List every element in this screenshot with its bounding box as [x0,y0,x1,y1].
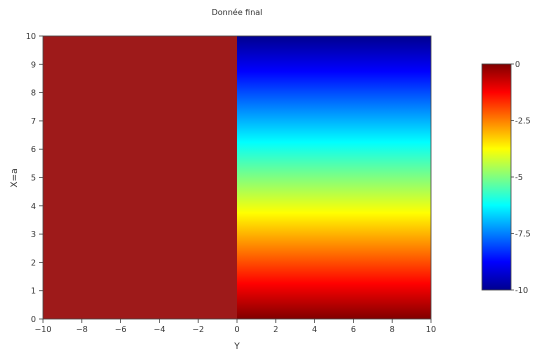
colorbar-tick-label: -2.5 [515,117,531,126]
x-tick-label: 0 [234,325,239,334]
y-axis: 0 1 2 3 4 5 6 7 8 9 10 [26,32,43,324]
colorbar: 0 -2.5 -5 -7.5 -10 [481,60,531,295]
x-tick-label: −8 [76,325,88,334]
x-tick-label: 6 [351,325,356,334]
y-tick-label: 4 [31,202,36,211]
plot-area [42,35,432,320]
x-tick-label: 4 [312,325,317,334]
chart-title: Donnée final [212,7,263,17]
colorbar-tick-label: -10 [515,286,528,295]
colorbar-tick-label: -7.5 [515,230,531,239]
x-axis: −10 −8 −6 −4 −2 0 2 4 6 8 10 [35,319,436,334]
y-tick-label: 7 [31,117,36,126]
x-tick-label: −2 [192,325,204,334]
x-tick-label: 2 [273,325,278,334]
colorbar-tick-label: 0 [515,60,520,69]
y-tick-label: 1 [31,287,36,296]
colorbar-ticks: 0 -2.5 -5 -7.5 -10 [511,60,531,295]
colorbar-tick-label: -5 [515,173,523,182]
x-tick-label: −6 [115,325,127,334]
x-tick-label: 10 [426,325,436,334]
x-axis-label: Y [233,342,240,352]
y-tick-label: 6 [31,145,36,154]
colorbar-bar [481,63,512,291]
y-tick-label: 9 [31,60,36,69]
y-axis-label: X=a [10,168,20,187]
y-tick-label: 10 [26,32,36,41]
x-tick-label: −10 [35,325,52,334]
y-tick-label: 5 [31,174,36,183]
heatmap-region-right [237,36,431,319]
y-tick-label: 2 [31,258,36,267]
heatmap-region-left [43,36,237,319]
y-tick-label: 8 [31,89,36,98]
x-tick-label: 8 [390,325,395,334]
x-tick-label: −4 [154,325,166,334]
y-tick-label: 3 [31,230,36,239]
y-tick-label: 0 [31,315,36,324]
